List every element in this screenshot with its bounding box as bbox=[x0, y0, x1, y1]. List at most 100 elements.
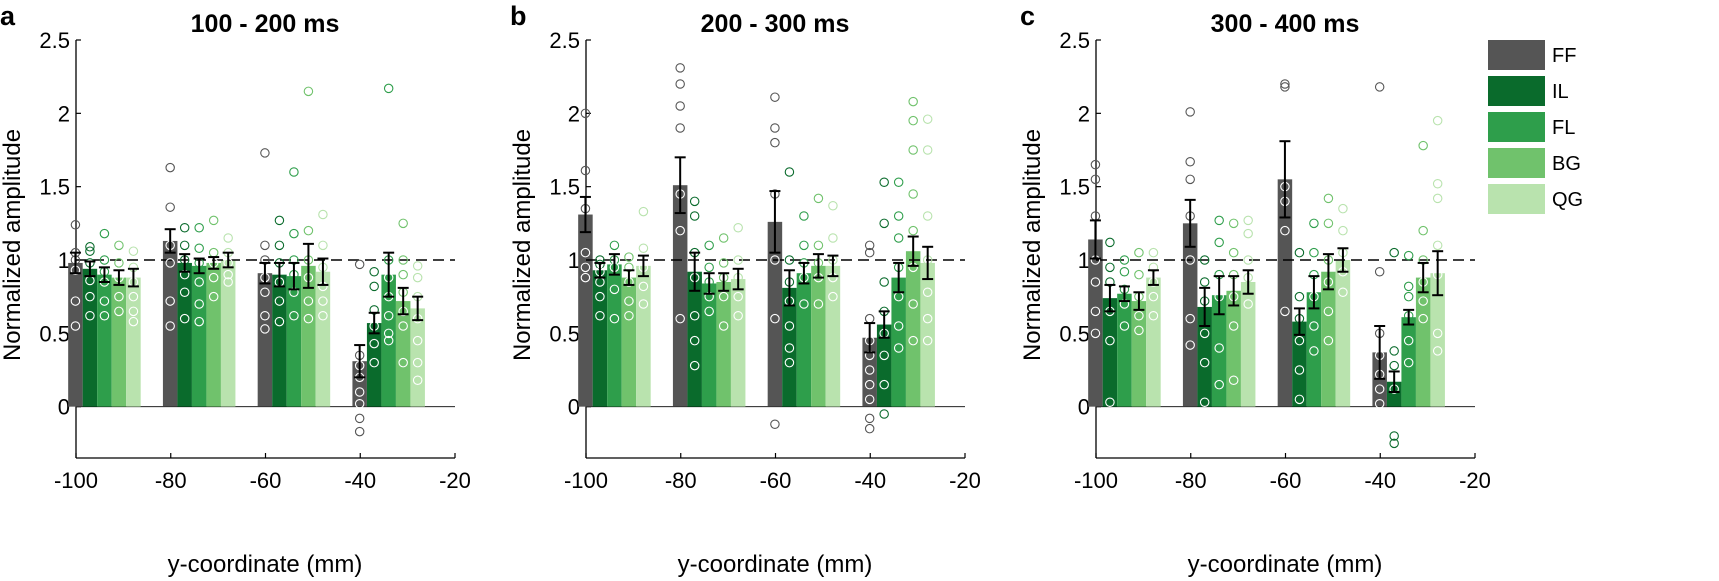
data-point-fl bbox=[194, 277, 204, 287]
data-point-il bbox=[1389, 247, 1399, 258]
data-point-ff bbox=[354, 387, 365, 397]
data-point-il bbox=[1294, 335, 1305, 346]
data-point-fl bbox=[609, 313, 620, 324]
data-point-bg bbox=[624, 310, 634, 321]
bar-ff bbox=[672, 185, 688, 407]
x-axis-label-a: y-coordinate (mm) bbox=[168, 551, 363, 578]
data-point-qg bbox=[1432, 240, 1443, 251]
data-point-il bbox=[689, 360, 700, 371]
panel-title-a: 100 - 200 ms bbox=[191, 10, 340, 38]
data-point-il bbox=[879, 409, 889, 419]
data-point-il bbox=[1294, 291, 1305, 302]
data-point-fl bbox=[194, 222, 204, 233]
data-point-bg bbox=[398, 255, 408, 265]
data-point-qg bbox=[318, 240, 328, 251]
bar-fl bbox=[796, 273, 812, 407]
data-point-qg bbox=[922, 211, 933, 221]
y-tick-label: 1.5 bbox=[549, 175, 580, 200]
data-point-bg bbox=[1323, 335, 1334, 346]
y-tick-label: 1.5 bbox=[1059, 175, 1090, 200]
data-point-bg bbox=[813, 240, 824, 251]
data-point-fl bbox=[704, 240, 714, 251]
data-point-il bbox=[1105, 397, 1115, 408]
data-point-qg bbox=[638, 299, 649, 309]
data-point-qg bbox=[1243, 255, 1253, 265]
data-point-il bbox=[784, 321, 795, 331]
data-point-ff bbox=[1185, 340, 1195, 350]
data-point-ff bbox=[1185, 174, 1195, 185]
data-point-qg bbox=[318, 209, 328, 220]
data-point-qg bbox=[412, 272, 423, 283]
data-point-qg bbox=[412, 375, 423, 386]
x-tick-label: -40 bbox=[854, 468, 886, 493]
data-point-fl bbox=[194, 316, 204, 327]
bar-qg bbox=[730, 279, 746, 407]
bar-ff bbox=[68, 262, 83, 407]
bar-ff bbox=[257, 273, 273, 407]
data-point-fl bbox=[1403, 357, 1414, 368]
bar-bg bbox=[1226, 290, 1241, 407]
bar-il bbox=[177, 262, 192, 407]
y-axis-label-a: Normalized amplitude bbox=[0, 129, 26, 361]
data-point-ff bbox=[580, 262, 591, 273]
data-point-bg bbox=[1323, 218, 1334, 229]
data-point-ff bbox=[864, 394, 875, 405]
data-point-ff bbox=[165, 258, 175, 268]
data-point-qg bbox=[733, 222, 743, 233]
data-point-bg bbox=[1323, 306, 1334, 317]
data-point-bg bbox=[303, 296, 314, 306]
data-point-ff bbox=[165, 296, 175, 306]
data-point-bg bbox=[1134, 310, 1144, 321]
data-point-ff bbox=[354, 398, 365, 409]
data-point-qg bbox=[128, 246, 139, 256]
data-point-il bbox=[1199, 397, 1210, 408]
x-tick-label: -100 bbox=[564, 468, 608, 493]
panel-letter-c: c bbox=[1020, 1, 1035, 31]
data-point-il bbox=[1389, 360, 1399, 371]
data-point-ff bbox=[1185, 156, 1195, 167]
panel-b: b 200 - 300 ms Normalized amplitude y-co… bbox=[509, 1, 981, 578]
bar-fl bbox=[97, 274, 112, 407]
plot-area-b: 0 0.5 1 1.5 2 2.5 -100 -80 -60 -40 -20 bbox=[549, 28, 980, 493]
data-point-qg bbox=[1148, 310, 1159, 321]
legend-swatch-bg bbox=[1488, 148, 1545, 178]
data-point-ff bbox=[165, 162, 175, 173]
data-point-bg bbox=[908, 145, 918, 155]
data-point-qg bbox=[733, 310, 743, 321]
data-point-ff bbox=[770, 255, 780, 265]
bar-bg bbox=[395, 301, 411, 407]
data-point-ff bbox=[864, 379, 875, 390]
bar-bg bbox=[1131, 301, 1147, 407]
data-point-qg bbox=[128, 316, 139, 327]
data-point-fl bbox=[1403, 335, 1414, 346]
x-tick-label: -80 bbox=[1175, 468, 1207, 493]
data-point-bg bbox=[1418, 225, 1428, 236]
data-point-fl bbox=[1214, 343, 1224, 353]
data-point-ff bbox=[1374, 398, 1385, 409]
y-tick-label: 2.5 bbox=[1059, 28, 1090, 53]
x-tick-label: -20 bbox=[439, 468, 471, 493]
data-point-fl bbox=[893, 177, 904, 188]
data-point-il bbox=[369, 338, 379, 349]
data-point-qg bbox=[1243, 215, 1253, 226]
data-point-bg bbox=[718, 233, 729, 243]
panel-letter-b: b bbox=[510, 1, 527, 31]
bar-bg bbox=[111, 277, 127, 407]
bar-qg bbox=[1430, 273, 1445, 407]
data-point-qg bbox=[1148, 291, 1159, 302]
data-point-bg bbox=[114, 240, 124, 251]
x-tick-label: -20 bbox=[949, 468, 981, 493]
data-point-ff bbox=[165, 321, 175, 331]
x-tick-label: -40 bbox=[344, 468, 376, 493]
data-point-ff bbox=[580, 108, 591, 119]
data-point-il bbox=[1105, 262, 1115, 273]
data-point-il bbox=[1199, 277, 1210, 287]
data-point-fl bbox=[1214, 237, 1224, 248]
data-point-fl bbox=[289, 167, 299, 177]
y-tick-label: 0.5 bbox=[549, 321, 580, 346]
bar-bg bbox=[716, 282, 731, 407]
data-point-ff bbox=[580, 272, 591, 283]
bar-fl bbox=[286, 276, 302, 407]
legend: FF IL FL BG QG bbox=[1488, 40, 1583, 214]
data-point-fl bbox=[1403, 250, 1414, 261]
